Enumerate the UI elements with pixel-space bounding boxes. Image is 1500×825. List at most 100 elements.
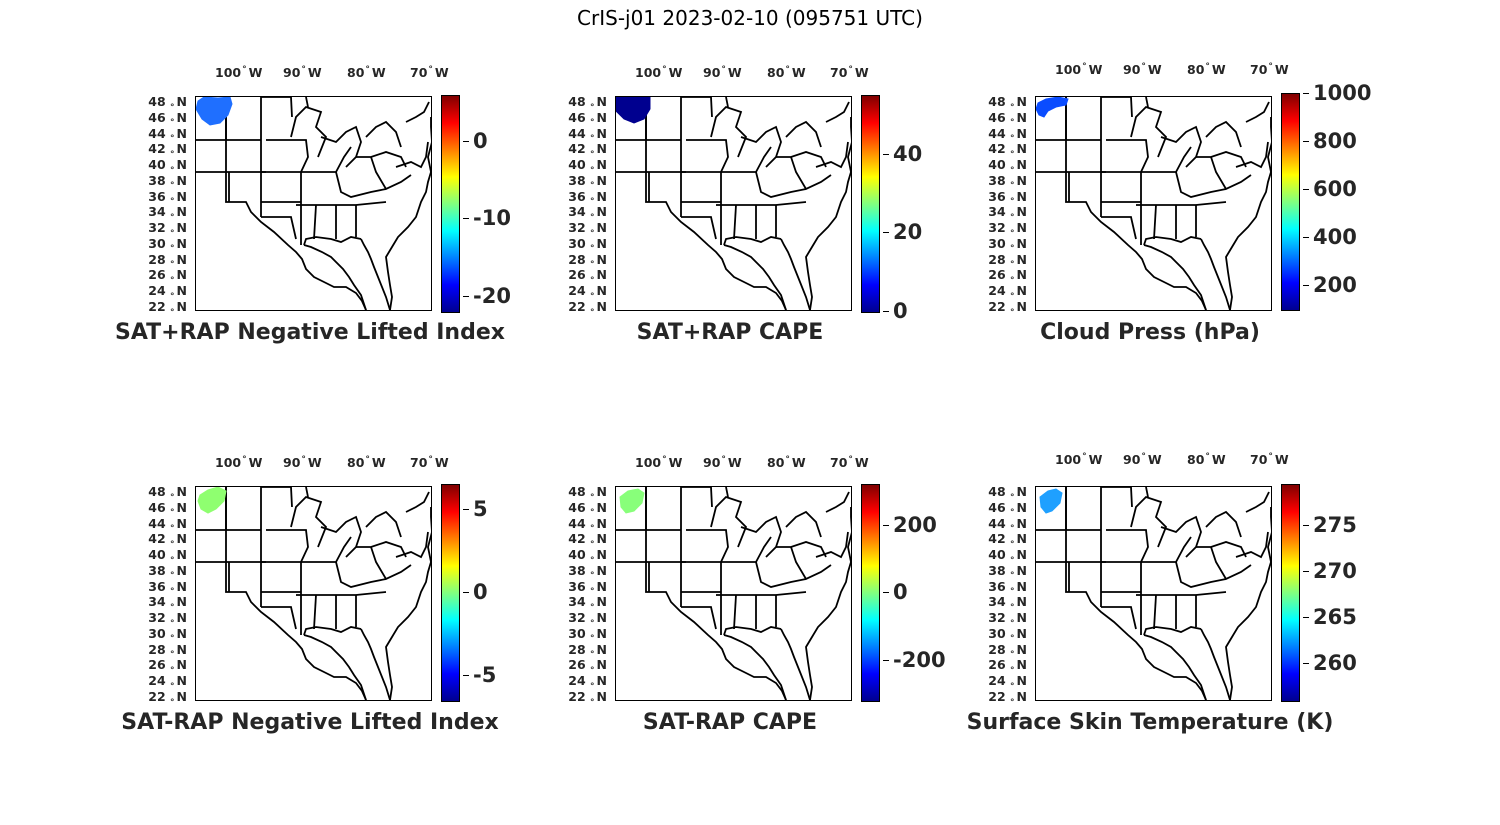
latitude-label: 30 ° N — [148, 625, 187, 645]
latitude-label: 38 ° N — [988, 562, 1027, 582]
colorbar-tick-label: 0 — [463, 129, 488, 154]
boundary-line — [825, 491, 850, 513]
boundary-line — [681, 216, 717, 240]
latitude-label: 42 ° N — [988, 141, 1027, 160]
boundary-line — [405, 491, 430, 513]
longitude-label: 100° W — [1055, 452, 1103, 468]
latitude-label: 46 ° N — [988, 499, 1027, 519]
latitude-label: 48 ° N — [568, 484, 607, 503]
latitude-label: 36 ° N — [568, 188, 607, 208]
map-area — [615, 96, 852, 311]
longitude-label: 90° W — [283, 455, 322, 471]
latitude-label: 28 ° N — [148, 251, 187, 271]
latitude-label: 30 ° N — [988, 625, 1027, 645]
boundary-line — [1196, 151, 1247, 168]
longitude-label: 80° W — [767, 455, 806, 471]
boundary-line — [1175, 561, 1227, 588]
boundary-line — [305, 487, 309, 498]
latitude-label: 40 ° N — [988, 547, 1027, 566]
colorbar-tick-label: 40 — [882, 141, 923, 166]
colorbar — [861, 484, 880, 702]
boundary-line — [815, 141, 849, 169]
us-state-boundaries — [196, 487, 431, 700]
boundary-line — [645, 487, 787, 700]
latitude-label: 40 ° N — [148, 547, 187, 566]
latitude-label: 26 ° N — [148, 657, 187, 676]
latitude-label: 28 ° N — [148, 641, 187, 661]
latitude-label: 24 ° N — [148, 673, 187, 692]
boundary-line — [723, 626, 782, 636]
latitude-label: 44 ° N — [988, 125, 1027, 145]
observation-swath — [196, 97, 233, 126]
latitude-label: 30 ° N — [568, 235, 607, 255]
boundary-line — [1205, 120, 1242, 148]
latitude-label: 34 ° N — [568, 594, 607, 613]
boundary-line — [301, 146, 352, 173]
boundary-line — [290, 105, 328, 158]
latitude-label: 40 ° N — [568, 547, 607, 566]
latitude-label: 46 ° N — [148, 499, 187, 519]
boundary-line — [1101, 606, 1137, 630]
map-area — [615, 486, 852, 701]
boundary-line — [335, 561, 387, 588]
latitude-label: 34 ° N — [148, 204, 187, 223]
latitude-labels: 48 ° N 46 ° N 44 ° N 42 ° N 40 ° N 38 ° N 36 ° N 34 ° N… — [515, 95, 607, 317]
boundary-line — [1106, 529, 1149, 563]
latitude-label: 34 ° N — [148, 594, 187, 613]
boundary-line — [723, 236, 782, 246]
latitude-label: 22 ° N — [988, 299, 1027, 318]
map-area — [195, 486, 432, 701]
boundary-line — [303, 244, 367, 310]
boundary-line — [815, 531, 849, 559]
boundary-line — [1153, 204, 1157, 240]
panel-title: SAT-RAP CAPE — [642, 710, 818, 735]
latitude-label: 32 ° N — [568, 610, 607, 629]
boundary-line — [805, 171, 851, 310]
boundary-line — [360, 628, 391, 700]
colorbar — [441, 484, 460, 702]
colorbar — [861, 95, 880, 313]
latitude-labels: 48 ° N 46 ° N 44 ° N 42 ° N 40 ° N 38 ° N 36 ° N 34 ° N… — [95, 485, 187, 707]
boundary-line — [427, 117, 431, 173]
boundary-line — [710, 495, 748, 548]
latitude-label: 28 ° N — [988, 251, 1027, 271]
latitude-label: 34 ° N — [568, 204, 607, 223]
boundary-line — [1101, 216, 1137, 240]
boundary-line — [385, 561, 431, 700]
longitude-label: 100° W — [215, 455, 263, 471]
latitude-label: 24 ° N — [988, 283, 1027, 302]
latitude-label: 46 ° N — [988, 109, 1027, 129]
latitude-label: 44 ° N — [568, 125, 607, 145]
latitude-label: 48 ° N — [988, 94, 1027, 113]
latitude-label: 22 ° N — [568, 299, 607, 318]
latitude-labels: 48 ° N 46 ° N 44 ° N 42 ° N 40 ° N 38 ° N 36 ° N 34 ° N… — [935, 485, 1027, 707]
boundary-line — [360, 238, 391, 310]
boundary-line — [1145, 487, 1149, 498]
longitude-labels: 100° W 90° W 80° W 70° W — [935, 60, 1415, 80]
map-panel: 100° W 90° W 80° W 70° W 48 ° N 46 ° N 44 ° N 42 ° N 40 … — [515, 62, 995, 392]
latitude-label: 42 ° N — [148, 531, 187, 550]
boundary-line — [296, 591, 387, 596]
latitude-label: 32 ° N — [568, 220, 607, 239]
colorbar-tick-label: 5 — [463, 496, 488, 521]
boundary-line — [785, 510, 822, 538]
boundary-line — [755, 171, 807, 198]
boundary-line — [1106, 139, 1149, 173]
boundary-line — [645, 97, 787, 310]
boundary-line — [395, 531, 429, 559]
boundary-line — [1143, 626, 1202, 636]
latitude-label: 44 ° N — [988, 515, 1027, 535]
longitude-label: 90° W — [703, 65, 742, 81]
boundary-line — [225, 487, 367, 700]
panel-title: Surface Skin Temperature (K) — [966, 710, 1334, 735]
panel-title: Cloud Press (hPa) — [1040, 320, 1260, 345]
longitude-labels: 100° W 90° W 80° W 70° W — [515, 62, 995, 82]
boundary-line — [1101, 487, 1133, 508]
longitude-labels: 100° W 90° W 80° W 70° W — [935, 450, 1415, 470]
latitude-label: 30 ° N — [148, 235, 187, 255]
map-panel: 100° W 90° W 80° W 70° W 48 ° N 46 ° N 44 ° N 42 ° N 40 … — [935, 60, 1415, 390]
boundary-line — [780, 238, 811, 310]
us-state-boundaries — [616, 97, 851, 310]
boundary-line — [1245, 101, 1270, 123]
latitude-label: 26 ° N — [988, 267, 1027, 286]
